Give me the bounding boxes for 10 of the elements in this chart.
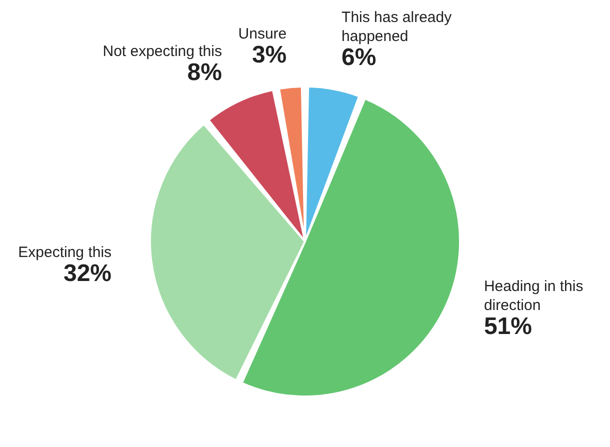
data-label: 6% — [342, 44, 376, 71]
slice-label: Unsure — [238, 25, 287, 42]
slice-label: Not expecting this — [102, 43, 222, 60]
data-label: 8% — [187, 59, 222, 86]
data-label: 51% — [484, 312, 532, 340]
slice-label: This has already happened — [342, 8, 452, 45]
data-label: 32% — [63, 260, 112, 287]
data-label: 3% — [252, 41, 287, 68]
slice-label: Expecting this — [18, 244, 112, 261]
slice-label: Heading in this direction — [484, 278, 584, 314]
